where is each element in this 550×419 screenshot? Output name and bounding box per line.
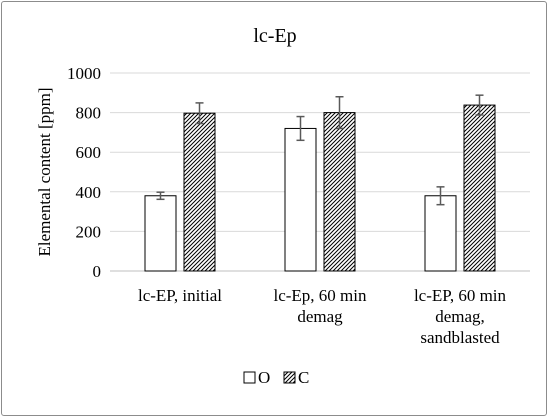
chart-title: lc-Ep [253, 25, 296, 47]
error-bar-o-1 [156, 191, 165, 201]
y-tick-label: 200 [76, 222, 102, 241]
y-tick-label: 1000 [67, 64, 101, 83]
y-axis-label: Elemental content [ppm] [35, 88, 54, 257]
y-tick-label: 600 [76, 143, 102, 162]
x-tick-label-line: demag [297, 307, 343, 326]
legend-item-c: C [283, 368, 309, 387]
y-tick-label: 0 [93, 262, 102, 281]
legend-item-o: O [243, 368, 270, 387]
y-tick-label: 400 [76, 183, 102, 202]
x-tick-label-3: lc-EP, 60 min demag, sandblasted [414, 286, 507, 347]
bar-o-3 [424, 195, 457, 272]
y-tick-labels: 0 200 400 600 800 1000 [67, 64, 101, 281]
x-tick-label-line: sandblasted [420, 328, 500, 347]
bar-c-3 [463, 104, 496, 272]
bar-o-2 [284, 127, 317, 272]
x-tick-label-line: lc-EP, 60 min [414, 286, 507, 305]
bars [144, 104, 496, 272]
legend-swatch [283, 371, 296, 384]
legend-label: C [298, 368, 309, 387]
x-tick-label-1: lc-EP, initial [138, 286, 222, 305]
gridlines [110, 72, 530, 272]
legend-label: O [258, 368, 270, 387]
bar-o-1 [144, 195, 177, 272]
x-tick-labels: lc-EP, initial lc-Ep, 60 min demag lc-EP, 6… [138, 286, 507, 347]
legend-swatch [243, 371, 256, 384]
bar-c-2 [323, 112, 356, 272]
error-bar-c-1 [195, 102, 204, 125]
x-tick-label-2: lc-Ep, 60 min demag [273, 286, 367, 326]
x-tick-label-line: demag, [435, 307, 485, 326]
error-bars [156, 94, 484, 206]
x-tick-label-line: lc-EP, initial [138, 286, 222, 305]
error-bar-o-3 [436, 186, 445, 206]
error-bar-o-2 [296, 115, 305, 142]
error-bar-c-3 [475, 94, 484, 116]
bar-c-1 [183, 112, 216, 272]
y-tick-label: 800 [76, 104, 102, 123]
error-bar-c-2 [335, 96, 344, 130]
x-tick-label-line: lc-Ep, 60 min [273, 286, 367, 305]
